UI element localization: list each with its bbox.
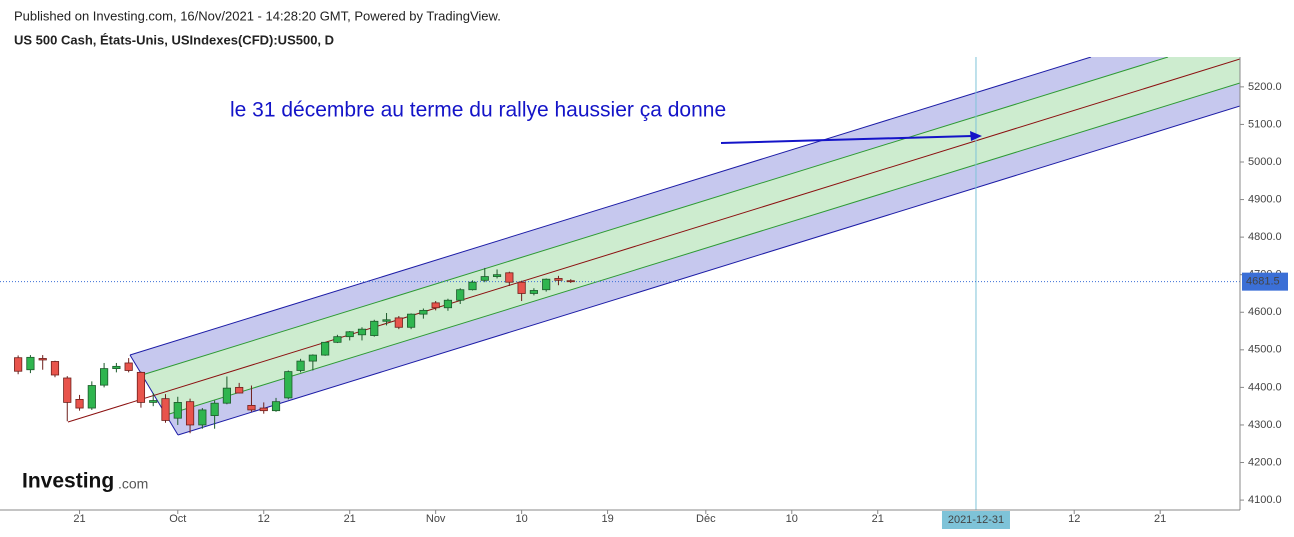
candle-body: [296, 360, 305, 371]
candle-body: [345, 331, 354, 338]
channel-bottom: [177, 105, 1240, 436]
x-tick-label: 10: [786, 513, 798, 525]
candle-body: [357, 328, 367, 336]
x-tick-label: 19: [601, 513, 613, 525]
candle-body: [100, 368, 109, 386]
candle-body: [210, 402, 219, 416]
candle-body: [235, 386, 244, 394]
y-tick-label: 4800.0: [1248, 231, 1282, 243]
y-tick-label: 4200.0: [1248, 456, 1282, 468]
candle-body: [14, 357, 23, 372]
channel-median: [67, 58, 1240, 423]
candle-body: [382, 319, 391, 322]
candle-body: [407, 313, 416, 328]
x-tick-label: Déc: [696, 513, 716, 525]
y-tick-label: 4400.0: [1248, 381, 1282, 393]
candle-body: [370, 320, 379, 336]
x-tick-label: 21: [1154, 513, 1166, 525]
candle-body: [38, 358, 47, 361]
annotation-arrow: [720, 135, 973, 144]
subtitle: Published on Investing.com, 16/Nov/2021 …: [14, 8, 501, 23]
candle-body: [112, 365, 121, 370]
candle-body: [394, 317, 403, 328]
candle-body: [566, 280, 575, 283]
candle-body: [321, 341, 330, 356]
candle-body: [271, 401, 281, 412]
x-tick-label: 12: [1068, 513, 1080, 525]
candle-body: [87, 385, 96, 409]
y-tick-label: 4900.0: [1248, 193, 1282, 205]
x-tick-label: 21: [344, 513, 356, 525]
candle-body: [468, 281, 477, 291]
last-price-box: [1242, 272, 1288, 291]
candle-body: [75, 399, 84, 409]
y-tick-label: 5100.0: [1248, 118, 1282, 130]
y-tick-label: 4100.0: [1248, 494, 1282, 506]
candle-body: [222, 387, 231, 404]
candle-body: [443, 299, 453, 309]
candle-body: [173, 402, 182, 419]
annotation: le 31 décembre au terme du rallye haussi…: [230, 99, 726, 122]
marks: [0, 57, 1240, 510]
candle-body: [136, 371, 146, 403]
x-tick-label: 12: [258, 513, 270, 525]
date-marker-box: [941, 511, 1010, 529]
channel-inner-top: [141, 57, 1169, 376]
candle-body: [63, 377, 72, 403]
candle-body: [161, 398, 170, 421]
date-marker-label: 2021-12-31: [948, 514, 1004, 526]
candle-body: [542, 278, 551, 291]
chart-title: US 500 Cash, États-Unis, USIndexes(CFD):…: [14, 32, 334, 47]
y-tick-label: 4600.0: [1248, 306, 1282, 318]
candle-body: [198, 409, 207, 426]
channel-inner: [142, 57, 1240, 415]
candle-body: [419, 309, 428, 315]
candle-body: [308, 354, 317, 362]
candle-body: [517, 281, 526, 294]
candle-body: [456, 289, 465, 301]
y-tick-label: 4300.0: [1248, 419, 1282, 431]
y-tick-label: 5000.0: [1248, 156, 1282, 168]
x-tick-label: 21: [73, 513, 85, 525]
brand-suffix: .com: [118, 476, 148, 492]
candle-body: [124, 362, 133, 371]
candle-body: [149, 400, 158, 403]
y-tick-label: 5200.0: [1248, 81, 1282, 93]
candle-body: [50, 361, 60, 376]
candle-body: [529, 290, 538, 294]
candle-body: [505, 272, 514, 283]
candle-body: [185, 401, 195, 426]
candle-body: [480, 276, 489, 281]
candle-body: [431, 302, 440, 309]
x-tick-label: Nov: [426, 513, 446, 525]
candle-body: [333, 336, 342, 343]
y-tick-label: 4500.0: [1248, 344, 1282, 356]
candle-body: [26, 356, 35, 371]
x-tick-label: 21: [872, 513, 884, 525]
channel-inner-bottom: [165, 82, 1240, 416]
candle-body: [259, 407, 268, 412]
arrow-head: [970, 131, 982, 141]
channel: [67, 57, 1240, 436]
candle-body: [492, 274, 502, 277]
brand: Investing: [22, 470, 114, 493]
candle-body: [247, 405, 256, 411]
x-tick-label: Oct: [169, 513, 186, 525]
last-price-label: 4681.5: [1246, 276, 1280, 288]
channel-top: [129, 57, 1092, 356]
candle-body: [554, 278, 563, 281]
x-tick-label: 10: [515, 513, 527, 525]
candle-body: [284, 371, 293, 399]
